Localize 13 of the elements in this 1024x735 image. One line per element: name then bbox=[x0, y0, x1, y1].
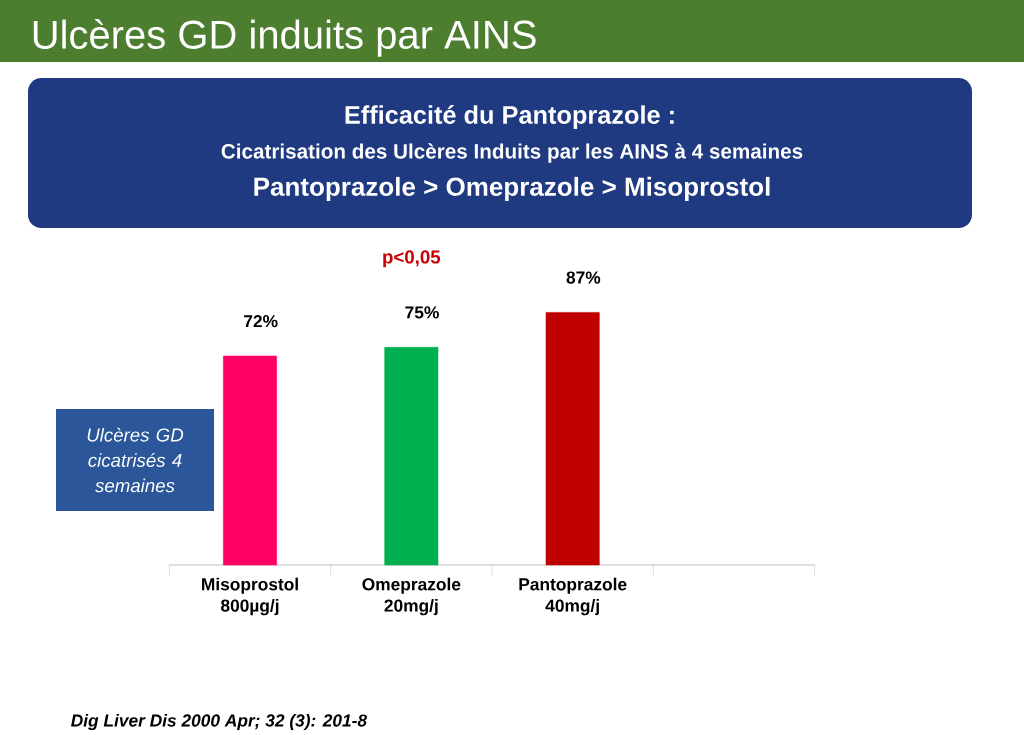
x-tick-label: Pantoprazole 40mg/j bbox=[519, 577, 627, 616]
x-tick-label: Omeprazole 20mg/j bbox=[362, 577, 461, 616]
text: Pantoprazole > Omeprazole > Misoprostol bbox=[254, 177, 770, 202]
data-label: 75% bbox=[405, 306, 439, 319]
x-tick-label: Misoprostol 800µg/j bbox=[202, 577, 298, 616]
text: Cicatrisation des Ulcères Induits par les AINS à 4 semaines bbox=[221, 143, 803, 163]
data-label: 87% bbox=[566, 271, 601, 284]
data-label: 72% bbox=[244, 315, 278, 328]
chart-title: Ulcères GD induits par AINS bbox=[33, 19, 536, 58]
text: p<0,05 bbox=[383, 250, 441, 268]
y-axis-title: Ulcères GD cicatrisés 4 semaines bbox=[87, 427, 184, 493]
chart-subtitle: Efficacité du Pantoprazole : bbox=[345, 105, 674, 130]
text: Dig Liver Dis 2000 Apr; 32 (3): 201-8 bbox=[71, 714, 368, 731]
